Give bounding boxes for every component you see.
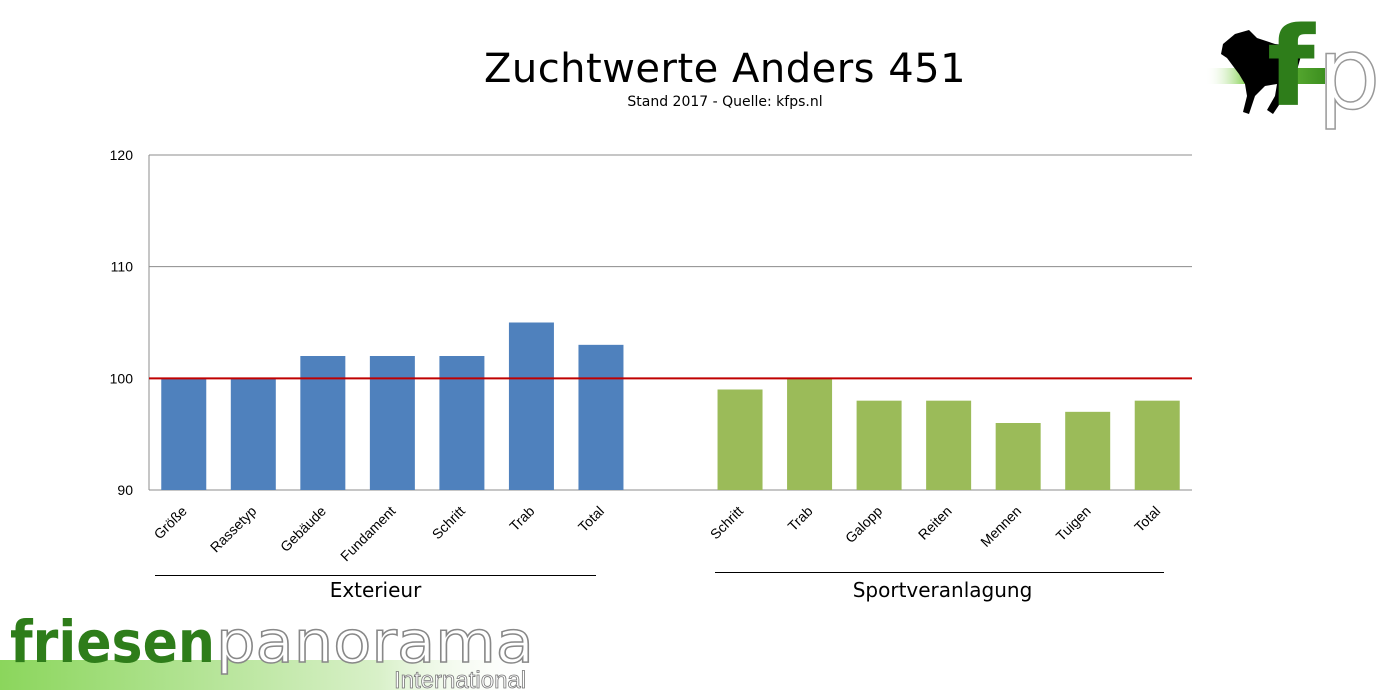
x-tick-label-exterieur-6: Total [575, 503, 607, 535]
bar-exterieur-4 [439, 356, 485, 490]
group-rule-sportveranlagung [715, 572, 1164, 573]
y-tick-label-90: 90 [117, 482, 133, 498]
bar-sportveranlagung-6 [1134, 400, 1180, 490]
x-tick-label-exterieur-1: Rassetyp [207, 503, 260, 556]
y-tick-label-110: 110 [111, 259, 134, 275]
bar-exterieur-5 [508, 322, 554, 490]
group-label-exterieur: Exterieur [329, 578, 422, 602]
bar-exterieur-2 [300, 356, 346, 490]
x-tick-label-sportveranlagung-6: Total [1131, 503, 1163, 535]
svg-text:friesen: friesen [10, 608, 215, 676]
x-tick-label-sportveranlagung-3: Reiten [915, 503, 955, 543]
svg-text:International: International [394, 667, 526, 694]
y-axis: 90 100 110 120 [110, 147, 150, 498]
x-tick-label-sportveranlagung-4: Mennen [977, 503, 1024, 550]
y-tick-label-100: 100 [110, 370, 134, 386]
x-tick-label-exterieur-5: Trab [506, 503, 537, 534]
svg-text:f: f [1267, 10, 1316, 130]
x-tick-label-exterieur-3: Fundament [337, 503, 398, 564]
svg-text:p: p [1317, 15, 1380, 130]
group-rule-exterieur [155, 575, 596, 576]
fp-logo: f p [1205, 10, 1381, 130]
x-tick-label-sportveranlagung-5: Tuigen [1053, 503, 1094, 544]
bar-sportveranlagung-1 [787, 378, 833, 490]
bar-exterieur-1 [230, 378, 276, 490]
x-tick-label-sportveranlagung-2: Galopp [842, 503, 885, 546]
bar-sportveranlagung-0 [717, 389, 763, 490]
bar-sportveranlagung-2 [856, 400, 902, 490]
svg-text:panorama: panorama [216, 608, 534, 676]
bars [161, 322, 1180, 490]
bar-sportveranlagung-3 [926, 400, 972, 490]
bar-exterieur-3 [369, 356, 415, 490]
x-tick-label-sportveranlagung-0: Schritt [707, 503, 746, 542]
chart-subtitle: Stand 2017 - Quelle: kfps.nl [627, 94, 823, 110]
bar-exterieur-6 [578, 344, 624, 490]
y-tick-label-120: 120 [110, 147, 134, 163]
group-label-sportveranlagung: Sportveranlagung [852, 578, 1033, 602]
x-tick-label-exterieur-4: Schritt [429, 503, 468, 542]
x-tick-label-sportveranlagung-1: Trab [784, 503, 815, 534]
bar-sportveranlagung-4 [995, 423, 1041, 490]
bar-sportveranlagung-5 [1065, 411, 1111, 490]
x-tick-label-exterieur-2: Gebäude [277, 503, 329, 555]
bar-exterieur-0 [161, 378, 207, 490]
chart-title: Zuchtwerte Anders 451 [483, 46, 967, 92]
x-tick-labels: Größe Rassetyp Gebäude Fundament Schritt Trab… [151, 503, 1164, 565]
x-tick-label-exterieur-0: Größe [151, 503, 191, 543]
